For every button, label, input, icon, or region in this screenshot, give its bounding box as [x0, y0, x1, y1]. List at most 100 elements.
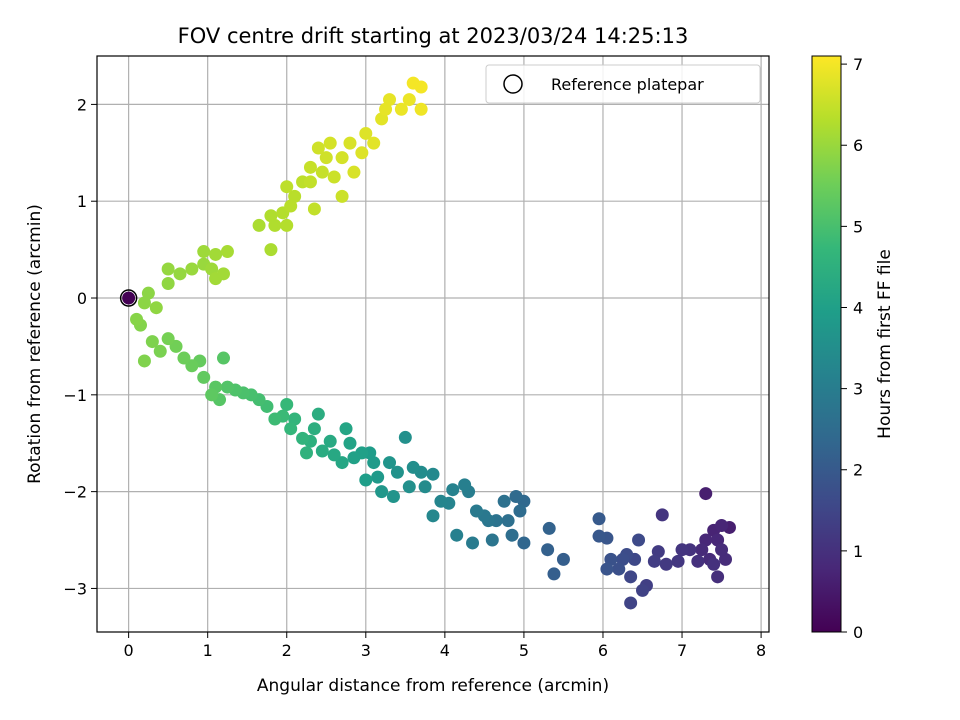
plot-area: 0 1 2 3 4 5 6 7 8 −3 −2 −1 0 1 2 — [63, 55, 770, 660]
scatter-point — [319, 151, 333, 165]
y-tick-label: 1 — [77, 192, 87, 211]
scatter-point — [383, 93, 397, 107]
scatter-point — [659, 557, 673, 571]
scatter-point — [466, 536, 480, 550]
scatter-point — [367, 136, 381, 150]
scatter-point — [541, 543, 555, 557]
scatter-point — [284, 422, 298, 436]
x-axis-title: Angular distance from reference (arcmin) — [257, 676, 609, 696]
scatter-point — [264, 209, 278, 223]
y-tick-label: −2 — [63, 483, 87, 502]
scatter-point — [371, 470, 385, 484]
scatter-point — [220, 245, 234, 259]
scatter-point — [695, 543, 709, 557]
legend: Reference platepar — [485, 64, 761, 104]
scatter-point — [398, 430, 412, 444]
scatter-point — [197, 245, 211, 259]
scatter-point — [122, 291, 136, 305]
x-tick-label: 3 — [361, 641, 371, 660]
scatter-point — [137, 354, 151, 368]
scatter-point — [359, 126, 373, 140]
colorbar-tick-label: 7 — [853, 55, 863, 74]
scatter-point — [145, 335, 159, 349]
scatter-point — [671, 554, 685, 568]
colorbar-tick-label: 4 — [853, 298, 863, 317]
scatter-point — [347, 451, 361, 465]
y-axis-ticks: −3 −2 −1 0 1 2 — [63, 95, 97, 598]
colorbar-tick-label: 0 — [853, 623, 863, 642]
scatter-point — [161, 262, 175, 276]
scatter-point — [446, 483, 460, 497]
scatter-point — [153, 344, 167, 358]
scatter-point — [323, 136, 337, 150]
scatter-point — [612, 562, 626, 576]
x-tick-label: 6 — [598, 641, 608, 660]
scatter-point — [497, 494, 511, 508]
scatter-point — [592, 512, 606, 526]
scatter-point — [268, 412, 282, 426]
scatter-point — [216, 351, 230, 365]
scatter-point — [711, 570, 725, 584]
scatter-point — [311, 407, 325, 421]
y-gridlines — [97, 103, 769, 590]
scatter-point — [303, 175, 317, 189]
colorbar-tick-label: 5 — [853, 217, 863, 236]
legend-label: Reference platepar — [551, 75, 704, 94]
x-tick-label: 4 — [440, 641, 450, 660]
x-tick-label: 7 — [677, 641, 687, 660]
scatter-point — [547, 567, 561, 581]
scatter-point — [513, 504, 527, 518]
scatter-point — [130, 312, 144, 326]
scatter-point — [303, 160, 317, 174]
scatter-point — [469, 504, 483, 518]
scatter-point — [359, 473, 373, 487]
x-axis-ticks: 0 1 2 3 4 5 6 7 8 — [124, 632, 766, 660]
x-tick-label: 1 — [203, 641, 213, 660]
scatter-point — [632, 533, 646, 547]
scatter-point — [418, 480, 432, 494]
scatter-point — [335, 151, 349, 165]
scatter-point — [655, 508, 669, 522]
scatter-point — [450, 528, 464, 542]
colorbar-ticks: 0 1 2 3 4 5 6 7 — [841, 55, 863, 642]
colorbar-tick-label: 1 — [853, 542, 863, 561]
scatter-point — [343, 136, 357, 150]
scatter-point — [280, 398, 294, 412]
scatter-point — [375, 485, 389, 499]
scatter-point — [335, 189, 349, 203]
scatter-point — [177, 351, 191, 365]
legend-box — [485, 64, 761, 104]
scatter-point — [339, 422, 353, 436]
y-tick-label: 0 — [77, 289, 87, 308]
scatter-points — [122, 76, 736, 610]
chart-title: FOV centre drift starting at 2023/03/24 … — [178, 24, 689, 48]
scatter-point — [434, 494, 448, 508]
scatter-point — [624, 596, 638, 610]
colorbar-tick-label: 3 — [853, 380, 863, 399]
scatter-point — [675, 543, 689, 557]
scatter-point — [264, 243, 278, 257]
scatter-point — [715, 543, 729, 557]
scatter-point — [414, 102, 428, 116]
scatter-point — [386, 489, 400, 503]
colorbar-tick-label: 2 — [853, 461, 863, 480]
scatter-point — [252, 218, 266, 232]
scatter-point — [402, 93, 416, 107]
scatter-point — [327, 170, 341, 184]
scatter-point — [307, 202, 321, 216]
scatter-point — [149, 301, 163, 315]
colorbar-fill — [812, 56, 841, 632]
scatter-point — [426, 467, 440, 481]
scatter-point — [161, 332, 175, 346]
scatter-point — [296, 431, 310, 445]
colorbar-title: Hours from first FF file — [875, 249, 895, 439]
colorbar: 0 1 2 3 4 5 6 7 Hours from first FF file — [811, 55, 895, 642]
colorbar-tick-label: 6 — [853, 136, 863, 155]
y-axis-title: Rotation from reference (arcmin) — [25, 204, 45, 484]
scatter-point — [280, 218, 294, 232]
scatter-point — [390, 465, 404, 479]
scatter-point — [485, 533, 499, 547]
x-tick-label: 0 — [124, 641, 134, 660]
scatter-point — [220, 380, 234, 394]
